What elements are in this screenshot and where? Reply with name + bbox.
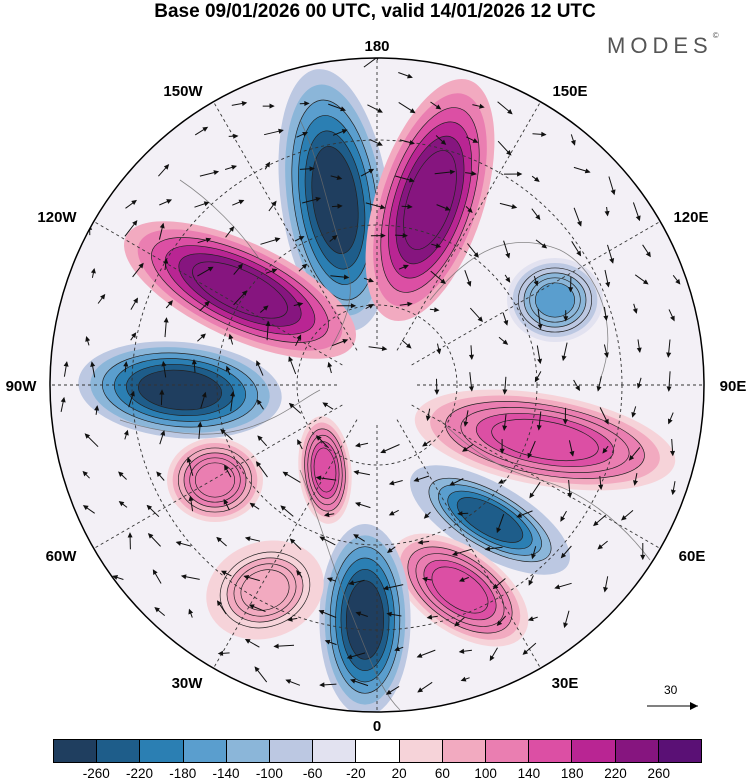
anomaly-cell-low-asia-50e [410,465,570,575]
anomaly-cell-high-atlantic-60w [167,438,263,522]
anomaly-cell-high-canada-120w [124,221,356,359]
colorbar-swatch [97,740,141,762]
colorbar-tick-label: -100 [255,766,283,781]
colorbar-tick-label: 60 [434,766,450,781]
colorbar-tick-label: 140 [517,766,541,781]
anomaly-field [50,58,704,712]
colorbar-tick-label: -180 [169,766,197,781]
anomaly-cell-high-pacific-150e [365,79,495,321]
colorbar-tick-label: -220 [126,766,154,781]
arrowhead-icon [690,702,698,710]
colorbar-tick-label: 20 [391,766,407,781]
graticule [50,58,704,712]
anomaly-cell-high-asia-80e [414,389,676,491]
colorbar-swatch [615,740,659,762]
lon-label-120w: 120W [37,209,77,226]
lon-label-90e: 90E [720,378,747,395]
lon-label-60e: 60E [679,548,706,565]
colorbar-tick-label: -140 [212,766,240,781]
anomaly-cell-low-siberia-110e [507,258,603,342]
colorbar-tick-label: 220 [604,766,627,781]
colorbar-swatch [658,740,702,762]
colorbar-swatch [313,740,357,762]
chart-title: Base 09/01/2026 00 UTC, valid 14/01/2026… [154,1,596,22]
colorbar-swatch [399,740,443,762]
lon-label-90w: 90W [6,378,38,395]
colorbar-ticks: -260 -220 -180 -140 -100 -60 -20 20 60 100 140 180 2… [53,766,702,782]
colorbar-tick-label: -260 [82,766,110,781]
lon-label-0: 0 [373,718,381,735]
colorbar-swatch [270,740,314,762]
longitude-labels: 180 150W 150E 120W 120E 90W 90E 60W 60E … [6,38,747,735]
modes-logo: MODES© [607,31,719,59]
colorbar-swatch [183,740,227,762]
map-border [49,57,705,713]
colorbar-swatch [529,740,573,762]
lon-label-180: 180 [364,38,389,55]
colorbar-swatch [572,740,616,762]
reference-vector-label: 30 [664,683,678,697]
colorbar-tick-label: -60 [302,766,323,781]
anomaly-cell-low-europe-0 [319,524,411,712]
lon-label-60w: 60W [46,548,78,565]
colorbar-swatch [486,740,530,762]
colorbar-swatch [54,740,98,762]
colorbar-tick-label: 260 [647,766,670,781]
brand-name: MODES [607,33,713,58]
reference-vector [647,702,698,710]
lon-label-150w: 150W [163,83,203,100]
anomaly-cell-high-europe-35e [391,533,529,647]
lon-label-120e: 120E [673,209,708,226]
coastlines [119,119,651,711]
anomaly-cell-high-greenland [298,416,352,524]
anomaly-cell-low-hudson-90w [78,341,282,439]
colorbar-swatch [226,740,271,762]
colorbar-tick-label: 100 [474,766,497,781]
wind-vectors [60,58,681,695]
colorbar-tick-label: -20 [346,766,366,781]
lon-label-150e: 150E [552,83,587,100]
colorbar [53,739,702,763]
copyright-mark: © [712,31,719,40]
colorbar-swatch [140,740,184,762]
lon-label-30w: 30W [172,675,204,692]
colorbar-swatch [356,740,400,762]
colorbar-swatch [442,740,487,762]
lon-label-30e: 30E [552,675,579,692]
anomaly-cell-high-atlantic-30w [206,540,324,640]
colorbar-tick-label: 180 [560,766,584,781]
